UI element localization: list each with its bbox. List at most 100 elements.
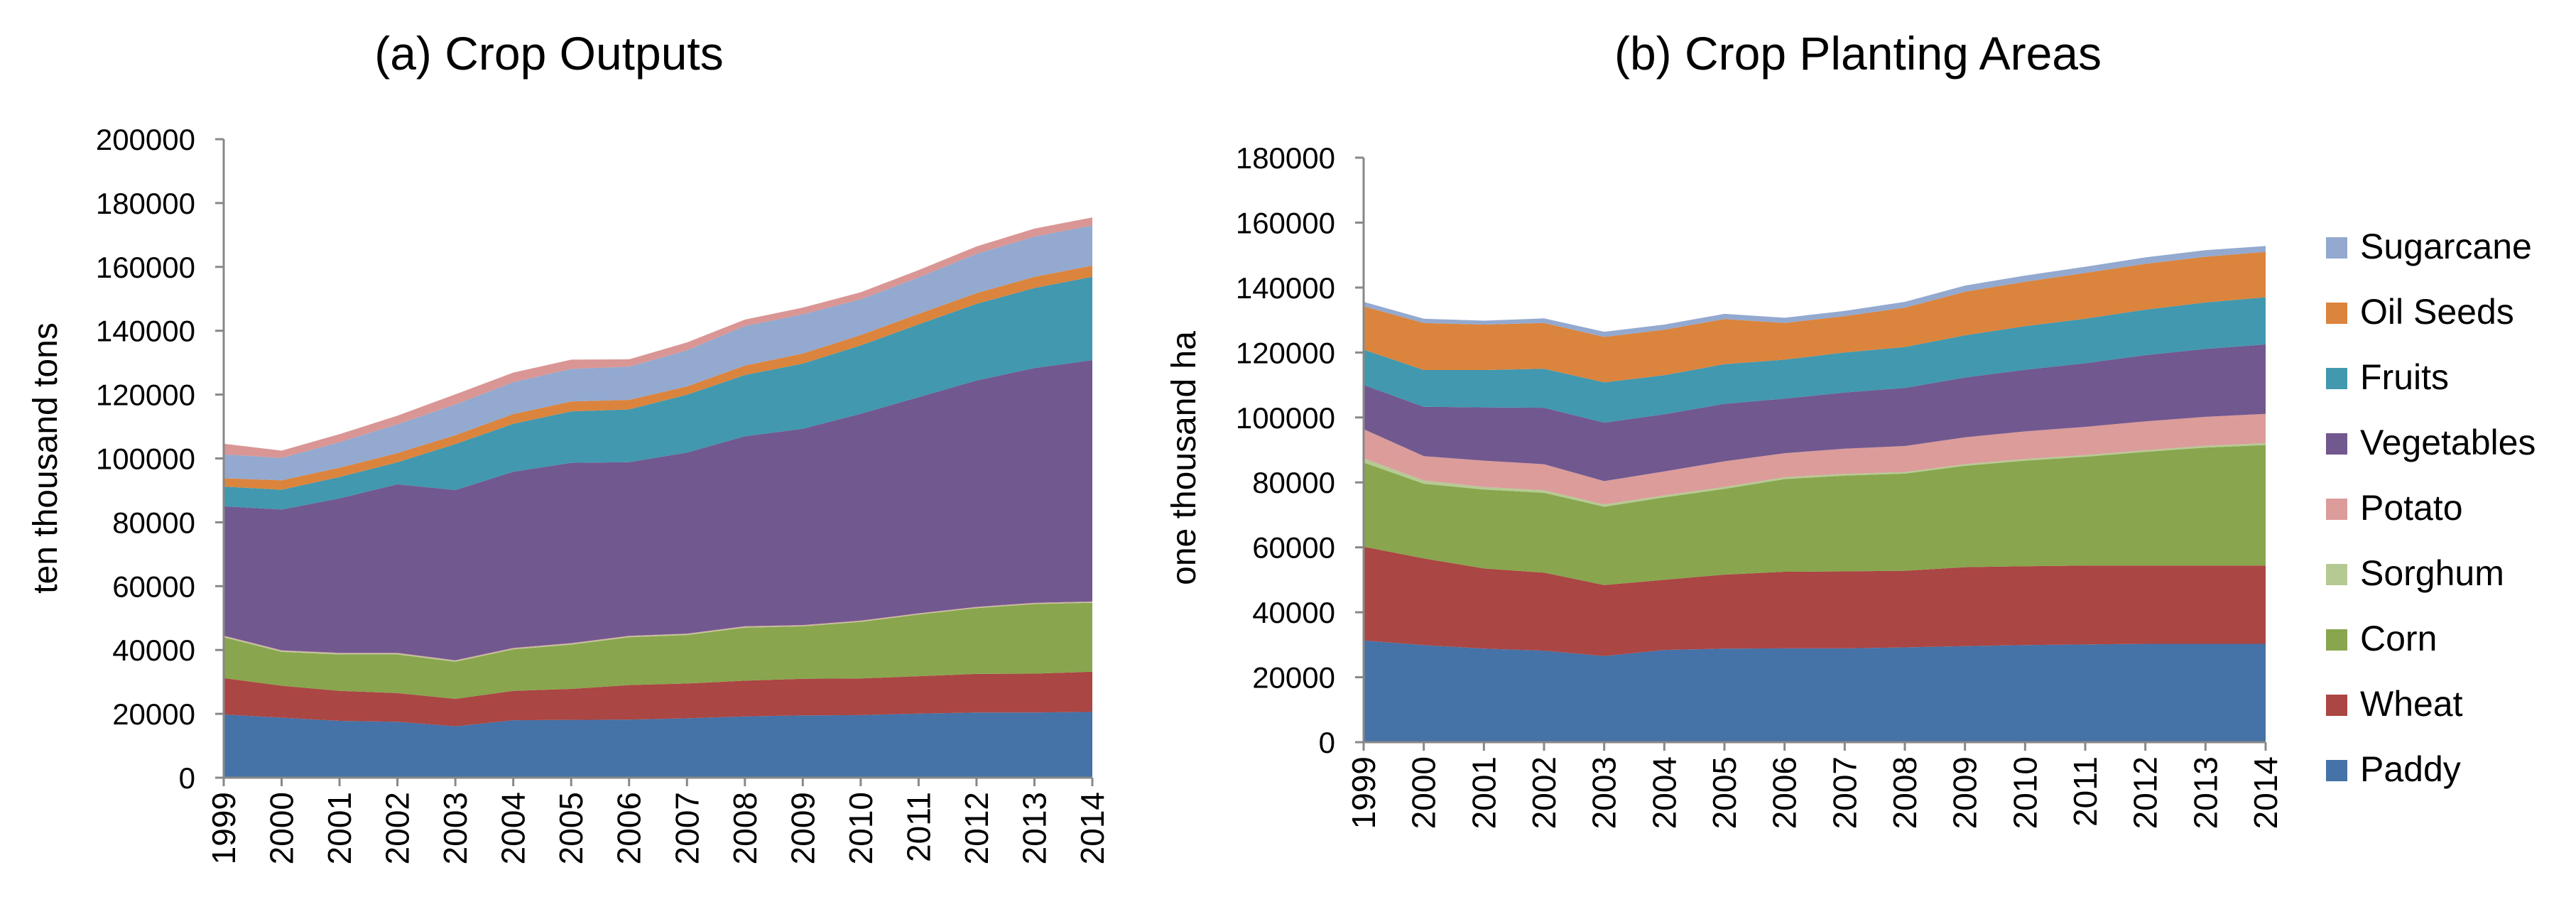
- fruits-area: [1364, 297, 2266, 423]
- legend-label-corn: Corn: [2360, 619, 2437, 658]
- fruits-area: [224, 276, 1092, 510]
- y-tick-label: 120000: [1236, 336, 1335, 369]
- potato-area: [1364, 413, 2266, 505]
- crop-planting-areas-chart: (b) Crop Planting Areas one thousand ha …: [1165, 27, 2536, 829]
- x-tick-label: 2006: [611, 792, 648, 864]
- y-tick-label: 180000: [1236, 141, 1335, 175]
- legend-label-sorghum: Sorghum: [2360, 553, 2504, 593]
- y-tick-label: 0: [179, 761, 195, 795]
- paddy-area: [1364, 640, 2266, 742]
- y-tick-label: 40000: [1252, 596, 1335, 629]
- x-tick-label: 2000: [1406, 756, 1442, 829]
- x-tick-label: 2010: [842, 792, 879, 864]
- paddy-area: [224, 712, 1092, 778]
- y-axis-label: one thousand ha: [1165, 331, 1203, 585]
- legend-swatch-wheat: [2326, 695, 2347, 716]
- crop-outputs-chart: (a) Crop Outputs ten thousand tons 0 2000…: [27, 27, 1111, 864]
- y-tick-label: 140000: [1236, 271, 1335, 305]
- y-tick-label: 120000: [96, 379, 195, 412]
- legend-label-vegetables: Vegetables: [2360, 423, 2536, 462]
- x-tick-label: 2001: [1465, 756, 1502, 829]
- legend-label-potato: Potato: [2360, 488, 2463, 528]
- area-series-group: [1364, 246, 2266, 742]
- legend-label-sugarcane: Sugarcane: [2360, 227, 2532, 266]
- legend: Sugarcane Oil Seeds Fruits Vegetables Potato…: [2326, 227, 2536, 789]
- legend-swatch-fruits: [2326, 368, 2347, 389]
- x-tick-label: 1999: [205, 792, 242, 864]
- vegetables-area: [1364, 344, 2266, 482]
- x-tick-label: 2007: [668, 792, 705, 864]
- y-tick-label: 60000: [1252, 531, 1335, 565]
- y-tick-label: 200000: [96, 123, 195, 156]
- oil-seeds-area: [1364, 251, 2266, 383]
- x-tick-labels: 1999 2000 2001 2002 2003 2004 2005 2006 2007 2008…: [205, 792, 1111, 864]
- y-tick-label: 100000: [1236, 401, 1335, 435]
- x-tick-label: 2005: [1706, 756, 1743, 829]
- x-tick-label: 2014: [1074, 792, 1111, 864]
- x-tick-labels: 1999 2000 2001 2002 2003 2004 2005 2006 2007 2008…: [1345, 756, 2284, 829]
- y-tick-label: 100000: [96, 442, 195, 476]
- y-tick-label: 20000: [112, 697, 195, 731]
- corn-area: [224, 602, 1092, 699]
- y-tick-label: 80000: [1252, 466, 1335, 499]
- x-tick-label: 2013: [2187, 756, 2224, 829]
- x-tick-label: 2003: [1586, 756, 1623, 829]
- legend-swatch-vegetables: [2326, 433, 2347, 455]
- legend-swatch-potato: [2326, 499, 2347, 520]
- x-tick-label: 2009: [784, 792, 821, 864]
- y-tick-label: 60000: [112, 570, 195, 603]
- legend-label-wheat: Wheat: [2360, 684, 2463, 724]
- x-tick-label: 2003: [437, 792, 474, 864]
- sorghum-area: [1364, 442, 2266, 507]
- chart-title: (a) Crop Outputs: [374, 27, 724, 80]
- y-tick-label: 160000: [96, 251, 195, 284]
- x-tick-label: 2012: [958, 792, 995, 864]
- legend-label-oil-seeds: Oil Seeds: [2360, 292, 2514, 332]
- x-tick-label: 2009: [1947, 756, 1984, 829]
- x-tick-label: 2006: [1766, 756, 1803, 829]
- x-tick-label: 2004: [495, 792, 532, 864]
- y-tick-label: 80000: [112, 506, 195, 539]
- x-tick-label: 1999: [1345, 756, 1382, 829]
- vegetables-area: [224, 360, 1092, 661]
- legend-swatch-corn: [2326, 629, 2347, 651]
- x-tick-label: 2002: [379, 792, 416, 864]
- sugarcane-area: [224, 225, 1092, 481]
- x-tick-label: 2000: [263, 792, 300, 864]
- y-tick-labels: 0 20000 40000 60000 80000 100000 120000 140000 1…: [96, 123, 195, 795]
- legend-swatch-paddy: [2326, 760, 2347, 781]
- y-tick-label: 180000: [96, 187, 195, 220]
- wheat-area: [224, 671, 1092, 727]
- x-tick-label: 2011: [2067, 756, 2104, 827]
- legend-swatch-sugarcane: [2326, 237, 2347, 259]
- oil-seeds-area: [224, 266, 1092, 490]
- area-series-group: [224, 217, 1092, 778]
- x-tick-label: 2005: [553, 792, 589, 864]
- legend-label-paddy: Paddy: [2360, 749, 2461, 789]
- y-tick-label: 160000: [1236, 206, 1335, 239]
- x-tick-label: 2011: [900, 792, 937, 862]
- unlabeled-area: [224, 217, 1092, 458]
- x-tick-label: 2008: [1886, 756, 1923, 829]
- y-axis-label: ten thousand tons: [27, 322, 65, 594]
- wheat-area: [1364, 546, 2266, 656]
- sugarcane-area: [1364, 246, 2266, 337]
- y-tick-labels: 0 20000 40000 60000 80000 100000 120000 140000 1…: [1236, 141, 1335, 759]
- x-tick-label: 2004: [1646, 756, 1683, 829]
- legend-swatch-oil-seeds: [2326, 303, 2347, 324]
- x-tick-label: 2007: [1826, 756, 1863, 829]
- legend-swatch-sorghum: [2326, 564, 2347, 585]
- x-tick-label: 2014: [2247, 756, 2284, 829]
- y-tick-label: 20000: [1252, 661, 1335, 695]
- legend-label-fruits: Fruits: [2360, 357, 2449, 397]
- chart-title: (b) Crop Planting Areas: [1614, 27, 2102, 80]
- axes: [215, 138, 1094, 786]
- x-tick-label: 2002: [1526, 756, 1563, 829]
- y-tick-label: 0: [1319, 726, 1335, 759]
- y-tick-label: 140000: [96, 315, 195, 348]
- x-tick-label: 2010: [2006, 756, 2043, 829]
- corn-area: [1364, 445, 2266, 585]
- x-tick-label: 2008: [727, 792, 763, 864]
- x-tick-label: 2012: [2127, 756, 2164, 829]
